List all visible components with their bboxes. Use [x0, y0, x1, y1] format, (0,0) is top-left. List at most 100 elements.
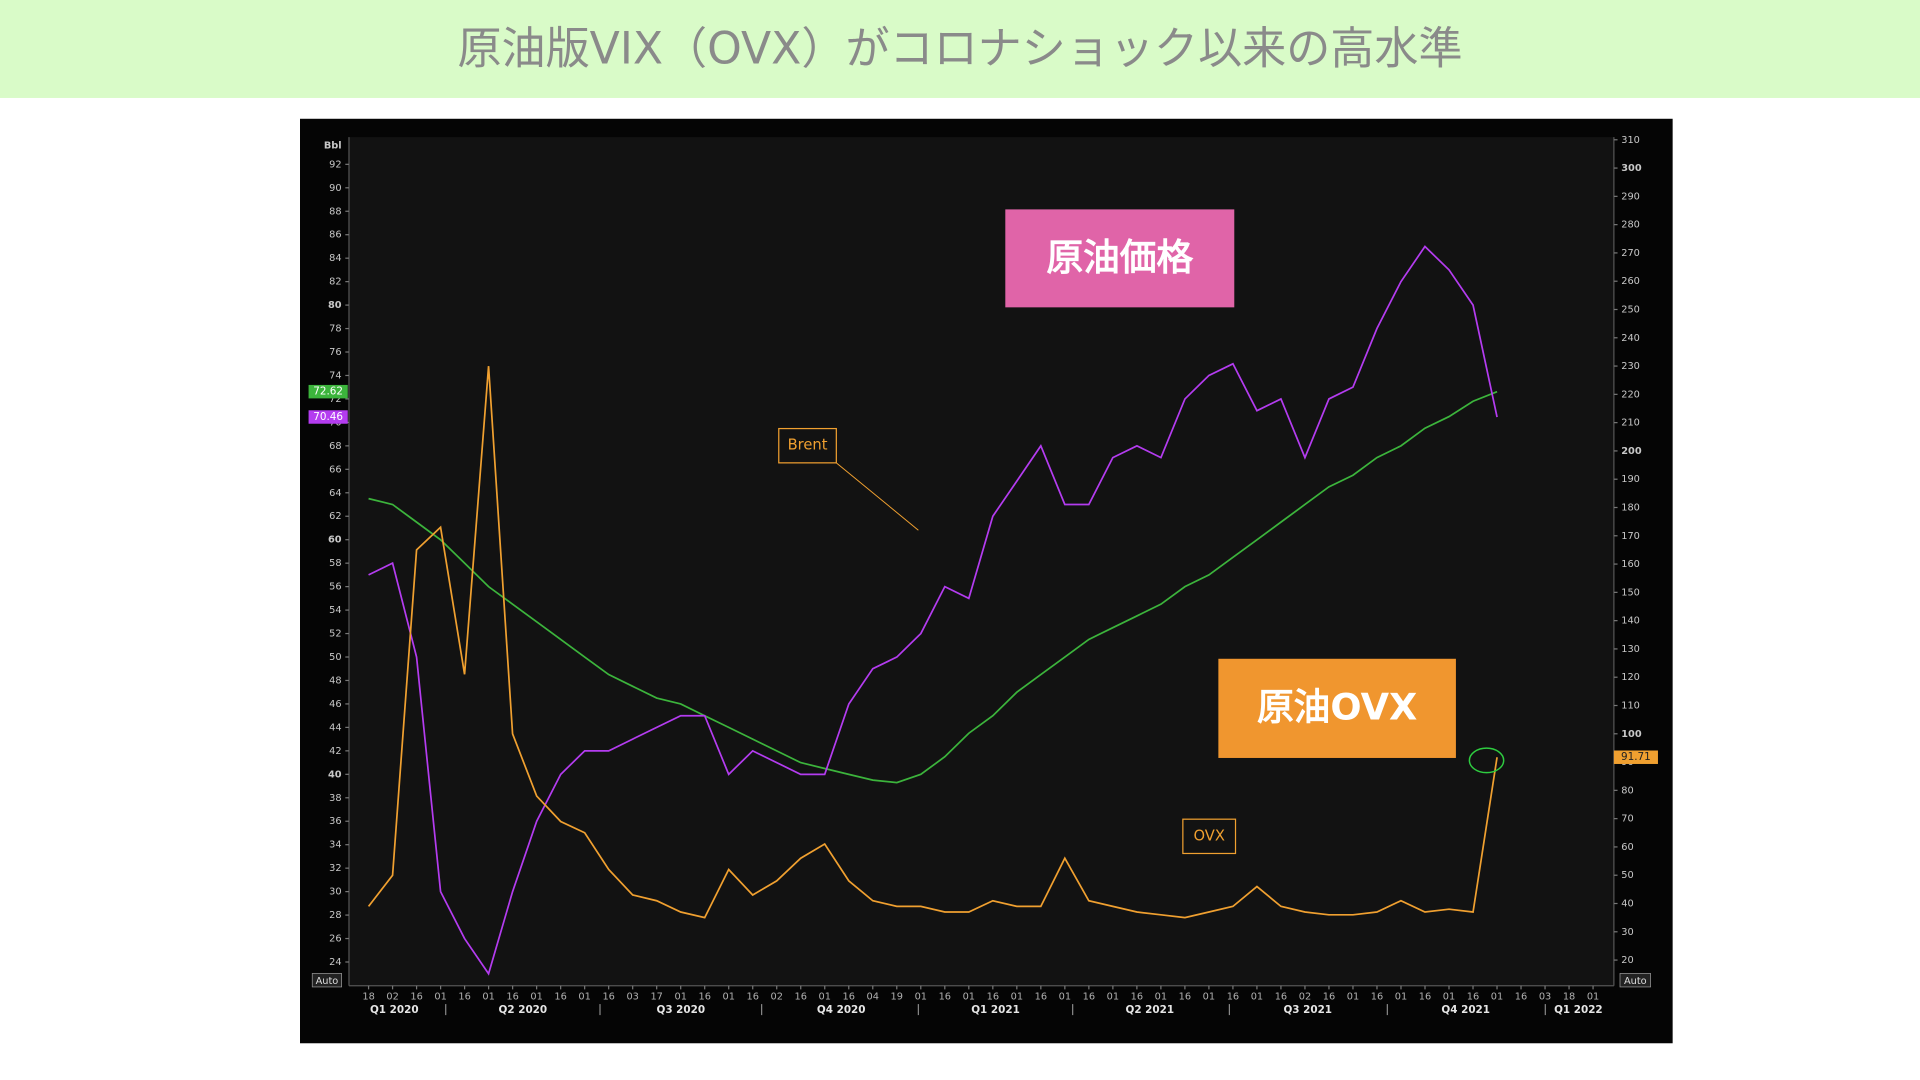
highlight-circle — [1468, 747, 1505, 774]
x-tick-label: 01 — [530, 992, 542, 1003]
x-tick-label: 16 — [746, 992, 758, 1003]
y-tick-label: 52 — [329, 629, 341, 640]
x-tick-label: 16 — [1083, 992, 1095, 1003]
x-tick-label: 01 — [1587, 992, 1599, 1003]
page-title: 原油版VIX（OVX）がコロナショック以来の高水準 — [457, 23, 1462, 74]
last-value-tag — [1613, 750, 1658, 764]
quarter-label: Q2 2021 — [1125, 1004, 1174, 1016]
y-tick-label: 76 — [329, 347, 341, 358]
quarter-label: Q4 2020 — [817, 1004, 866, 1016]
last-value-label: 72.62 — [313, 386, 343, 398]
auto-button — [311, 973, 342, 988]
y2-tick-label: 250 — [1621, 304, 1640, 315]
x-tick-label: 02 — [1299, 992, 1311, 1003]
annotation-brent: Brent — [788, 437, 828, 454]
callout-price: 原油価格 — [1046, 236, 1193, 279]
y2-tick-label: 40 — [1621, 899, 1633, 910]
last-value-label: 91.71 — [1621, 751, 1651, 763]
quarter-label: Q3 2020 — [657, 1004, 706, 1016]
callout-box — [1005, 209, 1235, 308]
annotation-box — [778, 427, 837, 464]
x-tick-label: 16 — [1131, 992, 1143, 1003]
y-tick-label: 68 — [329, 441, 341, 452]
quarter-label: Q1 2020 — [370, 1004, 419, 1016]
x-tick-label: 01 — [1011, 992, 1023, 1003]
y2-tick-label: 280 — [1621, 220, 1640, 231]
series-line — [367, 366, 1498, 919]
y-tick-label: 56 — [329, 582, 341, 593]
y-tick-label: 84 — [329, 253, 341, 264]
x-tick-label: 01 — [963, 992, 975, 1003]
x-tick-label: 16 — [795, 992, 807, 1003]
y-tick-label: 28 — [329, 910, 341, 921]
y-tick-label: 62 — [329, 511, 341, 522]
y2-tick-label: 120 — [1621, 672, 1640, 683]
x-tick-label: 16 — [1515, 992, 1527, 1003]
last-value-tag — [308, 384, 348, 399]
y-tick-label: 48 — [329, 675, 341, 686]
quarter-label: Q2 2020 — [499, 1004, 548, 1016]
y-tick-label: 40 — [328, 769, 342, 780]
annotation-ovx: OVX — [1193, 827, 1224, 844]
x-tick-label: 16 — [698, 992, 710, 1003]
x-tick-label: 16 — [1371, 992, 1383, 1003]
x-tick-label: 01 — [1395, 992, 1407, 1003]
y2-tick-label: 310 — [1621, 135, 1640, 146]
x-tick-label: 02 — [771, 992, 783, 1003]
y2-tick-label: 100 — [1621, 729, 1642, 740]
y-tick-label: 60 — [328, 535, 342, 546]
x-tick-label: 01 — [1155, 992, 1167, 1003]
auto-label: Auto — [1624, 976, 1647, 987]
y-tick-label: 30 — [329, 887, 341, 898]
x-tick-label: 03 — [626, 992, 638, 1003]
y-tick-label: 74 — [329, 370, 341, 381]
callout-box — [1218, 658, 1456, 758]
x-tick-label: 01 — [1107, 992, 1119, 1003]
y-tick-label: 66 — [329, 464, 341, 475]
y-tick-label: 42 — [329, 746, 341, 757]
y-tick-label: 58 — [329, 558, 341, 569]
y2-tick-label: 200 — [1621, 446, 1642, 457]
auto-label: Auto — [316, 976, 339, 987]
annotation-pointer — [836, 462, 919, 531]
series-line — [368, 390, 1498, 784]
x-tick-label: 18 — [362, 992, 374, 1003]
y2-tick-label: 160 — [1621, 559, 1640, 570]
x-tick-label: 01 — [1443, 992, 1455, 1003]
x-tick-label: 03 — [1539, 992, 1551, 1003]
x-tick-label: 16 — [1275, 992, 1287, 1003]
x-tick-label: 16 — [1467, 992, 1479, 1003]
x-tick-label: 01 — [722, 992, 734, 1003]
y2-tick-label: 270 — [1621, 248, 1640, 259]
y2-tick-label: 180 — [1621, 502, 1640, 513]
x-tick-label: 01 — [1347, 992, 1359, 1003]
y-tick-label: 72 — [329, 394, 341, 405]
y-tick-label: 78 — [329, 324, 341, 335]
y-axis-unit: Bbl — [324, 141, 342, 152]
y-tick-label: 32 — [329, 863, 341, 874]
y2-tick-label: 70 — [1621, 814, 1633, 825]
y2-tick-label: 170 — [1621, 531, 1640, 542]
y2-tick-label: 300 — [1621, 163, 1642, 174]
quarter-label: Q1 2022 — [1554, 1004, 1603, 1016]
y-tick-label: 44 — [329, 722, 341, 733]
y2-tick-label: 50 — [1621, 870, 1633, 881]
y-tick-label: 38 — [329, 793, 341, 804]
y2-tick-label: 20 — [1621, 955, 1633, 966]
x-tick-label: 02 — [386, 992, 398, 1003]
last-value-label: 70.46 — [313, 411, 343, 423]
y-tick-label: 80 — [328, 300, 342, 311]
y2-tick-label: 140 — [1621, 616, 1640, 627]
plot-area — [348, 137, 1614, 986]
y2-tick-label: 220 — [1621, 389, 1640, 400]
y2-tick-label: 150 — [1621, 587, 1640, 598]
y-tick-label: 90 — [329, 183, 341, 194]
y2-tick-label: 210 — [1621, 418, 1640, 429]
x-tick-label: 01 — [1059, 992, 1071, 1003]
last-value-tag — [308, 410, 348, 424]
x-tick-label: 01 — [1491, 992, 1503, 1003]
x-tick-label: 01 — [1203, 992, 1215, 1003]
x-tick-label: 16 — [1323, 992, 1335, 1003]
x-tick-label: 16 — [1419, 992, 1431, 1003]
title-banner — [0, 0, 1920, 98]
